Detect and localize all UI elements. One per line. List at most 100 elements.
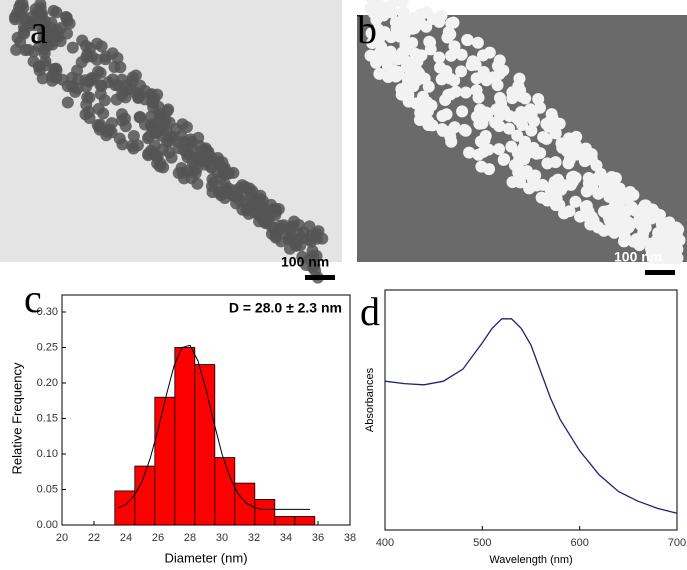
- bar: [294, 516, 316, 526]
- particle: [393, 30, 406, 43]
- particle: [106, 73, 119, 86]
- particle: [146, 96, 159, 109]
- particle: [95, 40, 108, 53]
- particle: [236, 203, 249, 216]
- particle: [436, 123, 449, 136]
- particle: [246, 197, 259, 210]
- particle: [92, 102, 105, 115]
- plot-frame: [384, 289, 678, 531]
- scale-bar: [645, 270, 675, 275]
- particle: [18, 25, 31, 38]
- particle: [93, 123, 106, 136]
- particle: [66, 80, 79, 93]
- x-tick-label: 24: [120, 532, 132, 544]
- particle: [651, 209, 664, 222]
- particle: [413, 68, 426, 81]
- particle: [520, 165, 533, 178]
- bar: [234, 482, 256, 526]
- particle: [635, 219, 648, 232]
- particle: [585, 210, 598, 223]
- particle: [142, 149, 155, 162]
- particle: [449, 85, 462, 98]
- particle: [10, 43, 23, 56]
- panel-label: c: [24, 276, 42, 321]
- x-tick-label: 26: [152, 532, 164, 544]
- particle: [469, 58, 482, 71]
- particle: [47, 4, 60, 17]
- particle: [442, 26, 455, 39]
- particle: [36, 72, 49, 85]
- particle: [274, 219, 287, 232]
- particle: [154, 112, 167, 125]
- particle: [141, 132, 154, 145]
- particle: [528, 115, 541, 128]
- particle: [439, 94, 452, 107]
- x-tick-label: 400: [376, 537, 394, 549]
- particle: [50, 71, 63, 84]
- particle: [498, 153, 511, 166]
- particle: [492, 143, 505, 156]
- particle: [364, 2, 377, 15]
- particle: [389, 16, 402, 29]
- particle: [433, 15, 446, 28]
- particle: [105, 126, 118, 139]
- particle: [639, 199, 652, 212]
- particle: [402, 94, 415, 107]
- y-tick-label: 0.15: [37, 412, 58, 424]
- particle: [184, 133, 197, 146]
- particle: [94, 79, 107, 92]
- particle: [455, 65, 468, 78]
- particle: [471, 36, 484, 49]
- particle: [172, 166, 185, 179]
- particle: [447, 16, 460, 29]
- particle: [565, 133, 578, 146]
- scale-bar-label: 100 nm: [614, 249, 662, 265]
- particle: [503, 122, 516, 135]
- particle: [81, 47, 94, 60]
- particle: [448, 40, 461, 53]
- particle: [83, 75, 96, 88]
- x-tick-label: 32: [248, 532, 260, 544]
- particle: [505, 140, 518, 153]
- particle: [558, 207, 571, 220]
- particle: [52, 30, 65, 43]
- particle: [27, 55, 40, 68]
- particle: [229, 190, 242, 203]
- particle: [672, 223, 685, 236]
- annotation: D = 28.0 ± 2.3 nm: [229, 300, 342, 316]
- particle: [534, 147, 547, 160]
- particle: [535, 191, 548, 204]
- particle: [366, 36, 379, 49]
- particle: [486, 71, 499, 84]
- particle: [219, 185, 232, 198]
- x-tick-label: 34: [280, 532, 292, 544]
- particle: [423, 35, 436, 48]
- x-tick-label: 20: [56, 532, 68, 544]
- particle: [537, 131, 550, 144]
- bar: [214, 457, 236, 526]
- particle: [515, 106, 528, 119]
- particle: [517, 141, 530, 154]
- particle: [490, 103, 503, 116]
- particle: [463, 146, 476, 159]
- particle: [476, 106, 489, 119]
- particle: [201, 147, 214, 160]
- particle: [39, 59, 52, 72]
- particle: [582, 171, 595, 184]
- particle: [396, 46, 409, 59]
- particle: [105, 117, 118, 130]
- particle: [370, 13, 383, 26]
- particle: [433, 51, 446, 64]
- particle: [569, 195, 582, 208]
- x-axis-label: Wavelength (nm): [489, 554, 572, 566]
- particle: [303, 253, 316, 266]
- particle: [458, 123, 471, 136]
- particle: [205, 161, 218, 174]
- particle: [470, 84, 483, 97]
- particle: [506, 86, 519, 99]
- particle: [83, 91, 96, 104]
- particle: [66, 41, 79, 54]
- particle: [127, 129, 140, 142]
- particle: [60, 11, 73, 24]
